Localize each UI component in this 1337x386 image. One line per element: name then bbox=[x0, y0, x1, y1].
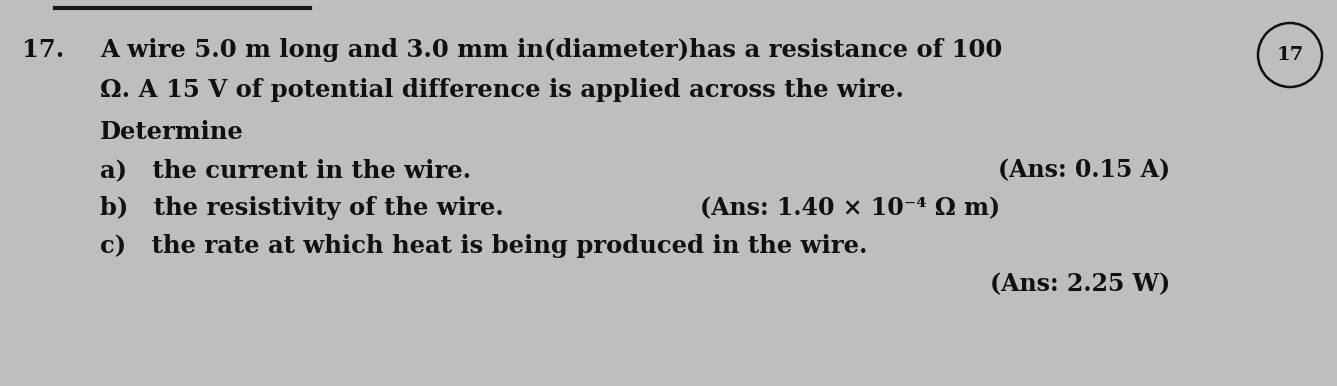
Text: 17: 17 bbox=[1277, 46, 1304, 64]
Text: a)   the current in the wire.: a) the current in the wire. bbox=[100, 158, 471, 182]
Text: c)   the rate at which heat is being produced in the wire.: c) the rate at which heat is being produ… bbox=[100, 234, 868, 258]
Text: (Ans: 2.25 W): (Ans: 2.25 W) bbox=[989, 272, 1170, 296]
Text: 17.: 17. bbox=[21, 38, 64, 62]
Text: b)   the resistivity of the wire.: b) the resistivity of the wire. bbox=[100, 196, 504, 220]
Text: Determine: Determine bbox=[100, 120, 243, 144]
Text: (Ans: 1.40 × 10⁻⁴ Ω m): (Ans: 1.40 × 10⁻⁴ Ω m) bbox=[699, 196, 1000, 220]
Text: Ω. A 15 V of potential difference is applied across the wire.: Ω. A 15 V of potential difference is app… bbox=[100, 78, 904, 102]
Text: (Ans: 0.15 A): (Ans: 0.15 A) bbox=[997, 158, 1170, 182]
Text: A wire 5.0 m long and 3.0 mm in(diameter)has a resistance of 100: A wire 5.0 m long and 3.0 mm in(diameter… bbox=[100, 38, 1003, 62]
